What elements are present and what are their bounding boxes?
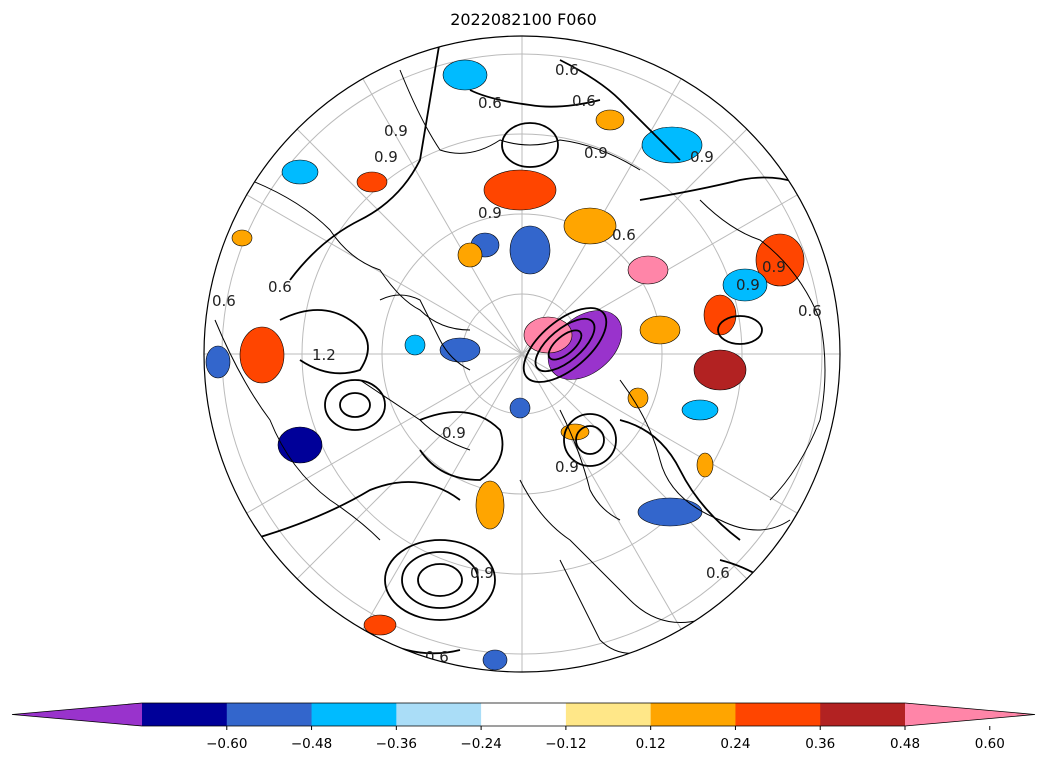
contour-label: 0.9 bbox=[384, 122, 408, 140]
colorbar-segment bbox=[650, 703, 736, 726]
colorbar-extend-max bbox=[905, 703, 1035, 726]
contour-label: 0.6 bbox=[612, 226, 636, 244]
colorbar-segment bbox=[311, 703, 397, 726]
contour-label: 0.9 bbox=[736, 276, 760, 294]
contour-label: 0.9 bbox=[690, 148, 714, 166]
colorbar-tick-label: 0.48 bbox=[890, 736, 920, 752]
colorbar-segment bbox=[142, 703, 228, 726]
colorbar-segment bbox=[735, 703, 821, 726]
map-title: 2022082100 F060 bbox=[450, 10, 597, 29]
colorbar-tick-label: −0.36 bbox=[376, 736, 417, 752]
contour-label: 0.9 bbox=[374, 148, 398, 166]
contour-label: 0.6 bbox=[706, 564, 730, 582]
contour-label: 0.6 bbox=[268, 278, 292, 296]
colorbar-tick-label: 0.12 bbox=[636, 736, 666, 752]
contour-label: 0.6 bbox=[478, 94, 502, 112]
colorbar-ticks: −0.60 −0.48 −0.36 −0.24 −0.12 0.12 0.24 0.36 0.4… bbox=[206, 726, 1005, 752]
contour-label: 0.9 bbox=[470, 564, 494, 582]
shaded-field bbox=[205, 59, 805, 671]
colorbar-tick-label: −0.60 bbox=[206, 736, 247, 752]
colorbar-segment bbox=[226, 703, 313, 726]
contour-label: 0.9 bbox=[442, 424, 466, 442]
colorbar-tick-label: 0.24 bbox=[720, 736, 750, 752]
contour-label: 0.6 bbox=[212, 292, 236, 310]
colorbar-tick-label: 0.36 bbox=[805, 736, 835, 752]
colorbar-tick-label: −0.12 bbox=[545, 736, 586, 752]
contour-label: 0.6 bbox=[572, 92, 596, 110]
colorbar-tick-label: −0.48 bbox=[291, 736, 332, 752]
contour-label: 1.2 bbox=[312, 346, 336, 364]
contour-label: 0.9 bbox=[478, 204, 502, 222]
contour-label: 0.9 bbox=[584, 144, 608, 162]
colorbar-segments bbox=[11, 702, 1036, 727]
coastlines bbox=[214, 69, 826, 654]
polar-map: 0.6 0.6 0.6 0.9 0.9 0.9 0.9 0.9 0.6 0.9 … bbox=[203, 35, 841, 673]
colorbar-segment bbox=[565, 703, 652, 726]
map-boundary bbox=[203, 35, 841, 673]
contour-label: 0.9 bbox=[762, 258, 786, 276]
colorbar-segment bbox=[820, 703, 906, 726]
contour-label: 0.6 bbox=[798, 302, 822, 320]
contour-labels: 0.6 0.6 0.6 0.9 0.9 0.9 0.9 0.9 0.6 0.9 … bbox=[212, 61, 822, 666]
colorbar-tick-label: 0.60 bbox=[975, 736, 1005, 752]
colorbar-segment bbox=[396, 703, 482, 726]
colorbar-extend-min bbox=[12, 703, 142, 726]
contour-label: 0.6 bbox=[555, 61, 579, 79]
colorbar-segment bbox=[481, 703, 567, 726]
colorbar-tick-label: −0.24 bbox=[460, 736, 501, 752]
colorbar-outline bbox=[11, 702, 1036, 727]
contour-label: 0.9 bbox=[555, 458, 579, 476]
